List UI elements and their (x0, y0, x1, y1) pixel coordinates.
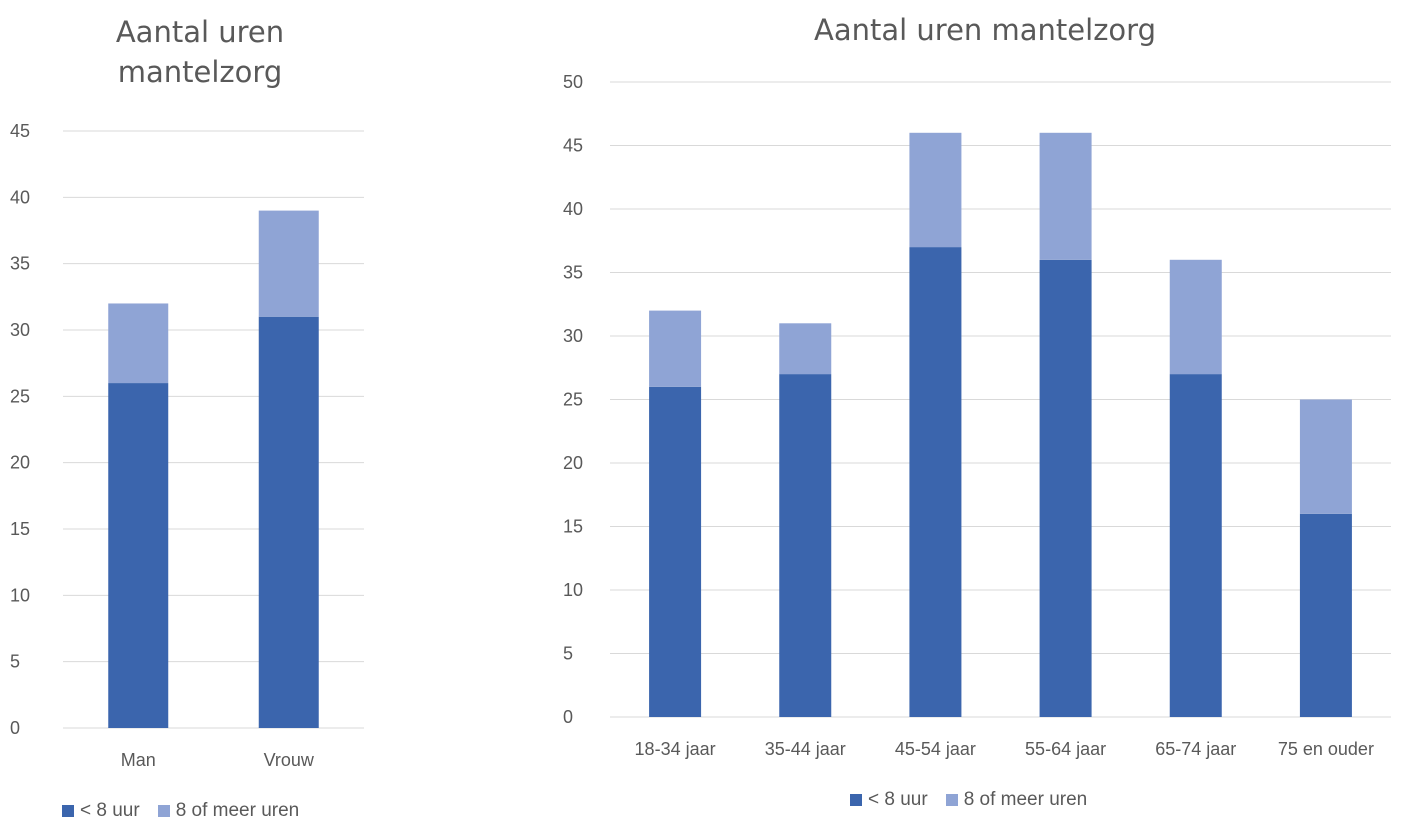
bar-segment (108, 303, 169, 384)
legend-label-lt8: < 8 uur (80, 800, 140, 821)
y-tick-label: 45 (563, 136, 583, 156)
legend-item-ge8: 8 of meer uren (945, 789, 1088, 811)
chart-gender: Aantal uren mantelzorg 0 5 10 15 20 25 30 35 40 4… (0, 0, 400, 823)
y-tick-label: 30 (10, 320, 30, 340)
y-tick-label: 0 (563, 707, 573, 727)
x-tick-label: 45-54 jaar (895, 739, 976, 759)
legend-swatch-ge8 (157, 805, 170, 817)
y-tick-label: 20 (10, 453, 30, 473)
legend: < 8 uur 8 of meer uren (850, 789, 1105, 811)
bar-segment (108, 383, 169, 728)
y-tick-label: 45 (10, 121, 30, 141)
bar-segment (779, 374, 832, 717)
y-tick-label: 50 (563, 72, 583, 92)
bar-segment (258, 210, 319, 317)
x-tick-label: 55-64 jaar (1025, 739, 1106, 759)
chart-title: Aantal uren mantelzorg (115, 15, 285, 89)
y-tick-label: 40 (10, 187, 30, 207)
legend-label-lt8: < 8 uur (868, 789, 928, 810)
bar-segment (649, 386, 702, 717)
legend-swatch-ge8 (945, 794, 958, 806)
y-tick-label: 35 (563, 263, 583, 283)
bar-segment (1039, 259, 1092, 717)
chart-title: Aantal uren mantelzorg (814, 13, 1156, 47)
y-tick-label: 20 (563, 453, 583, 473)
y-tick-label: 5 (10, 652, 20, 672)
y-tick-label: 25 (563, 390, 583, 410)
y-tick-label: 10 (563, 580, 583, 600)
bar-segment (1039, 132, 1092, 260)
legend-label-ge8: 8 of meer uren (963, 789, 1088, 810)
bar-segment (649, 310, 702, 387)
legend-swatch-lt8 (62, 805, 74, 817)
y-tick-label: 30 (563, 326, 583, 346)
x-tick-label: Vrouw (264, 750, 315, 770)
x-tick-label: 65-74 jaar (1155, 739, 1236, 759)
y-tick-label: 0 (10, 718, 20, 738)
legend: < 8 uur 8 of meer uren (62, 800, 317, 822)
x-tick-label: 75 en ouder (1278, 739, 1374, 759)
y-tick-label: 15 (563, 517, 583, 537)
x-tick-label: 18-34 jaar (635, 739, 716, 759)
y-tick-label: 5 (563, 644, 573, 664)
x-tick-label: Man (121, 750, 156, 770)
bar-segment (909, 247, 962, 717)
chart-age: Aantal uren mantelzorg 0 5 10 15 20 25 30 35 40 4… (545, 0, 1417, 823)
bar-segment (1169, 374, 1222, 717)
y-tick-label: 25 (10, 386, 30, 406)
legend-item-lt8: < 8 uur (62, 800, 140, 822)
legend-item-ge8: 8 of meer uren (157, 800, 300, 822)
chart-plot: 0 5 10 15 20 25 30 35 40 45 Man Vrouw (10, 121, 364, 770)
y-tick-label: 35 (10, 254, 30, 274)
chart-plot: 0 5 10 15 20 25 30 35 40 45 50 18-34 jaar 35-44 jaar… (563, 72, 1391, 759)
y-tick-label: 40 (563, 199, 583, 219)
y-tick-label: 15 (10, 519, 30, 539)
bar-segment (1299, 399, 1352, 514)
legend-swatch-lt8 (850, 794, 862, 806)
bar-segment (909, 132, 962, 248)
bar-segment (1299, 513, 1352, 717)
y-tick-label: 10 (10, 585, 30, 605)
x-tick-label: 35-44 jaar (765, 739, 846, 759)
bar-segment (1169, 259, 1222, 375)
legend-label-ge8: 8 of meer uren (175, 800, 300, 821)
bar-segment (258, 316, 319, 728)
bar-segment (779, 323, 832, 375)
legend-item-lt8: < 8 uur (850, 789, 928, 811)
